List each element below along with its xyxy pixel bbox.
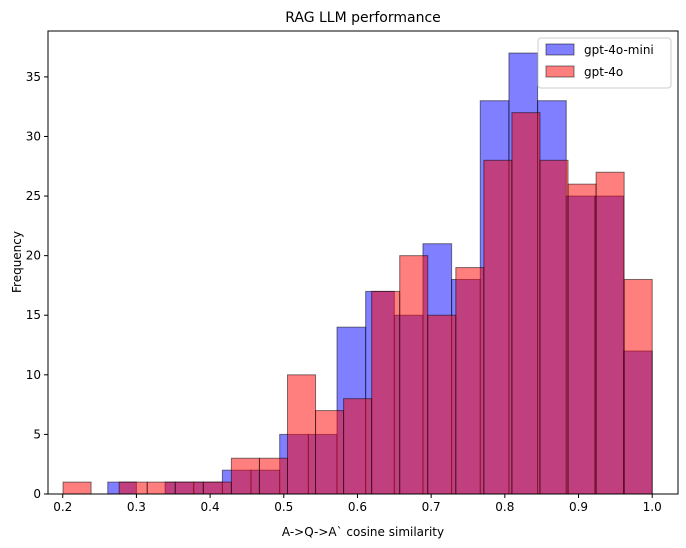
bar-gpt-4o-0 [62, 481, 92, 495]
y-tick-label: 5 [33, 427, 41, 441]
x-axis-ticks: 0.2 0.3 0.4 0.5 0.6 0.7 0.8 0.9 1.0 [53, 494, 662, 514]
bar-gpt-4o-8 [286, 374, 317, 495]
legend-swatch-gpt-4o-mini [545, 43, 575, 56]
y-axis-ticks: 0 5 10 15 20 25 30 35 [26, 70, 48, 501]
x-tick-label: 0.6 [348, 500, 367, 514]
bar-gpt-4o-6 [230, 457, 260, 495]
y-tick-label: 25 [26, 189, 41, 203]
x-tick-label: 0.7 [422, 500, 441, 514]
bar-gpt-4o-14 [455, 267, 485, 495]
x-tick-label: 0.3 [127, 500, 146, 514]
bar-gpt-4o-10 [343, 398, 373, 495]
y-tick-label: 30 [26, 129, 41, 143]
legend-label-gpt-4o-mini: gpt-4o-mini [584, 43, 654, 57]
x-axis-label: A->Q->A` cosine similarity [282, 525, 444, 539]
x-tick-label: 0.2 [53, 500, 72, 514]
bar-gpt-4o-17 [539, 159, 569, 495]
x-tick-label: 0.9 [569, 500, 588, 514]
bar-gpt-4o-16 [511, 112, 541, 495]
y-axis-label: Frequency [10, 231, 24, 293]
y-tick-label: 15 [26, 308, 41, 322]
x-tick-label: 0.5 [274, 500, 293, 514]
y-tick-label: 20 [26, 249, 41, 263]
legend-label-gpt-4o: gpt-4o [584, 65, 623, 79]
bar-gpt-4o-4 [174, 481, 204, 495]
bar-gpt-4o-15 [483, 159, 513, 495]
x-tick-label: 0.4 [201, 500, 220, 514]
bar-gpt-4o-19 [595, 171, 625, 495]
plot-bars [62, 52, 653, 495]
bar-gpt-4o-20 [623, 278, 653, 495]
x-tick-label: 1.0 [643, 500, 662, 514]
bar-gpt-4o-9 [315, 410, 345, 495]
bar-gpt-4o-5 [202, 481, 232, 495]
chart-title: RAG LLM performance [285, 10, 441, 26]
plot-frame [47, 30, 679, 495]
y-tick-label: 0 [33, 487, 41, 501]
bar-gpt-4o-18 [567, 183, 597, 495]
y-tick-label: 35 [26, 70, 41, 84]
bar-gpt-4o-13 [427, 314, 457, 495]
legend-swatch-gpt-4o [545, 65, 575, 78]
y-tick-label: 10 [26, 368, 41, 382]
bar-gpt-4o-7 [258, 457, 288, 495]
bar-gpt-4o-11 [371, 290, 401, 495]
legend: gpt-4o-mini gpt-4o [537, 37, 672, 89]
bar-gpt-4o-12 [399, 255, 429, 495]
bar-gpt-4o-2 [118, 481, 148, 495]
bar-gpt-4o-3 [146, 481, 176, 495]
x-tick-label: 0.8 [495, 500, 514, 514]
